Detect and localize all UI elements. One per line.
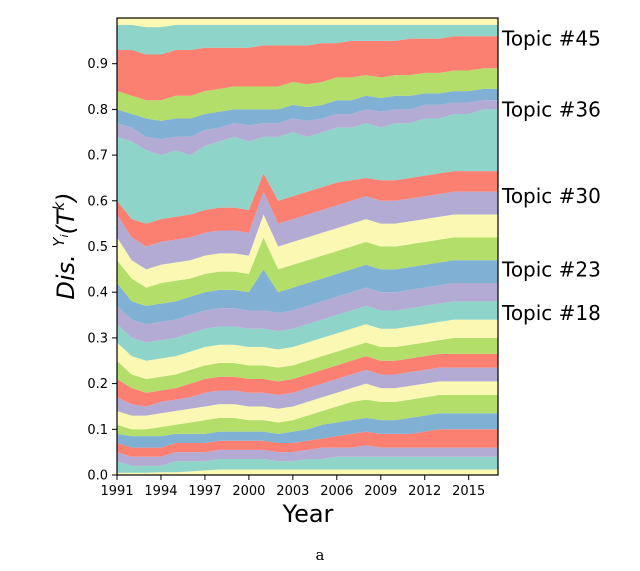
y-tick-label: 0.3 <box>87 331 108 346</box>
area-band <box>117 413 498 448</box>
area-band <box>117 429 498 457</box>
area-band <box>117 88 498 140</box>
figure-caption: a <box>316 546 325 564</box>
topic-annotation: Topic #45 <box>501 27 601 51</box>
y-axis-label-sub: i <box>58 234 71 237</box>
topic-annotation: Topic #30 <box>501 184 601 208</box>
area-band <box>117 283 498 343</box>
x-tick-label: 1997 <box>188 484 221 499</box>
area-band <box>117 237 498 306</box>
y-tick-label: 0.7 <box>87 149 108 164</box>
x-tick-label: 2012 <box>408 484 441 499</box>
area-band <box>117 36 498 101</box>
x-tick-label: 2003 <box>276 484 309 499</box>
y-tick-label: 0.2 <box>87 377 108 392</box>
y-axis-label-tail: (T <box>52 208 80 234</box>
y-axis-label-main: Dis. <box>52 247 80 300</box>
x-tick-label: 2009 <box>364 484 397 499</box>
area-band <box>117 171 498 247</box>
x-tick-label: 2006 <box>320 484 353 499</box>
area-bands <box>117 18 498 475</box>
area-band <box>117 100 498 156</box>
area-band <box>117 353 498 407</box>
topic-annotation: Topic #23 <box>501 257 601 281</box>
x-tick-label: 2015 <box>452 484 485 499</box>
x-tick-label: 1991 <box>100 484 133 499</box>
area-band <box>117 337 498 393</box>
y-tick-label: 0.6 <box>87 194 108 209</box>
area-band <box>117 456 498 473</box>
topic-annotation: Topic #18 <box>501 301 601 325</box>
y-axis-label-sup: Y <box>50 236 68 247</box>
area-band <box>117 445 498 466</box>
area-band <box>117 109 498 224</box>
y-tick-label: 0.9 <box>87 57 108 72</box>
area-band <box>117 381 498 430</box>
y-tick-label: 0.0 <box>87 469 108 484</box>
y-axis-label: Dis. Yi(Tk) <box>50 192 80 299</box>
area-band <box>117 18 498 28</box>
area-band <box>117 367 498 416</box>
y-tick-label: 0.5 <box>87 240 108 255</box>
topic-annotations: Topic #45 Topic #36 Topic #30 Topic #23 Topi… <box>501 27 601 325</box>
x-tick-label: 1994 <box>144 484 177 499</box>
area-band <box>117 214 498 288</box>
y-axis: 0.0 0.1 0.2 0.3 0.4 0.5 0.6 0.7 0.8 0.9 <box>87 57 117 484</box>
topic-annotation: Topic #36 <box>501 97 601 121</box>
y-axis-label-tail-sup: k <box>50 200 68 210</box>
area-band <box>117 301 498 361</box>
x-axis: 1991 1994 1997 2000 2003 2006 2009 2012 2015 <box>100 475 485 499</box>
area-band <box>117 319 498 380</box>
y-tick-label: 0.1 <box>87 423 108 438</box>
area-band <box>117 260 498 325</box>
area-band <box>117 191 498 270</box>
area-band <box>117 469 498 475</box>
x-tick-label: 2000 <box>232 484 265 499</box>
y-tick-label: 0.4 <box>87 286 108 301</box>
x-axis-label: Year <box>282 500 334 528</box>
y-tick-label: 0.8 <box>87 103 108 118</box>
area-band <box>117 68 498 121</box>
y-axis-label-close: ) <box>52 192 80 203</box>
area-band <box>117 24 498 55</box>
